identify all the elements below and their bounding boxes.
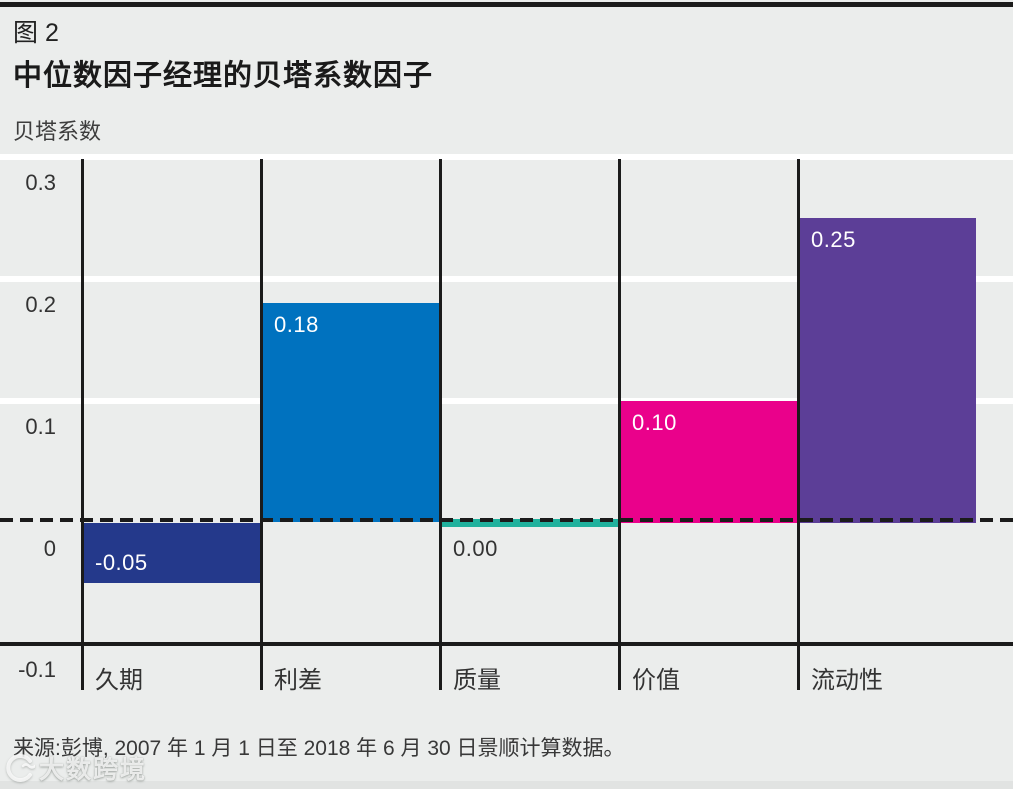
x-axis-line [0,642,1013,646]
value-label-liquidity: 0.25 [811,227,856,253]
value-label-spread: 0.18 [274,312,319,338]
category-line-quality [439,159,442,690]
category-label-duration: 久期 [95,667,143,694]
figure-number: 图 2 [13,19,59,47]
gridline-0.3 [0,154,1013,161]
gridline-0.2 [0,276,1013,282]
y-tick-label-0.3: 0.3 [25,170,56,196]
bar-liquidity [800,218,976,523]
category-label-liquidity: 流动性 [811,667,883,694]
value-label-duration: -0.05 [95,549,148,575]
category-label-value: 价值 [632,667,680,694]
bar-quality [442,518,618,527]
y-axis-title: 贝塔系数 [13,119,102,144]
y-tick-label-0: 0 [43,535,56,561]
y-tick-label--0.1: -0.1 [18,657,56,683]
category-line-spread [260,159,263,690]
bar-spread [263,303,439,523]
watermark: 大数跨境 [5,749,147,787]
category-label-spread: 利差 [274,667,322,694]
chart-title: 中位数因子经理的贝塔系数因子 [13,60,434,92]
category-line-liquidity [797,159,800,690]
zero-dashed-line [0,518,1013,522]
bar-duration [84,522,260,584]
category-line-duration [81,159,84,690]
source-note: 来源:彭博, 2007 年 1 月 1 日至 2018 年 6 月 30 日景顺… [13,737,625,760]
top-rule [0,2,1013,7]
category-line-value [618,159,621,690]
category-label-quality: 质量 [453,667,501,694]
value-label-quality: 0.00 [453,536,498,561]
y-tick-label-0.2: 0.2 [25,292,56,317]
watermark-text: 大数跨境 [39,756,148,784]
watermark-logo-icon [6,754,35,782]
bottom-strip [0,781,1013,789]
gridline-0.1 [0,397,1013,404]
value-label-value: 0.10 [632,409,677,435]
bar-value [621,400,797,523]
y-tick-label-0.1: 0.1 [25,413,56,439]
